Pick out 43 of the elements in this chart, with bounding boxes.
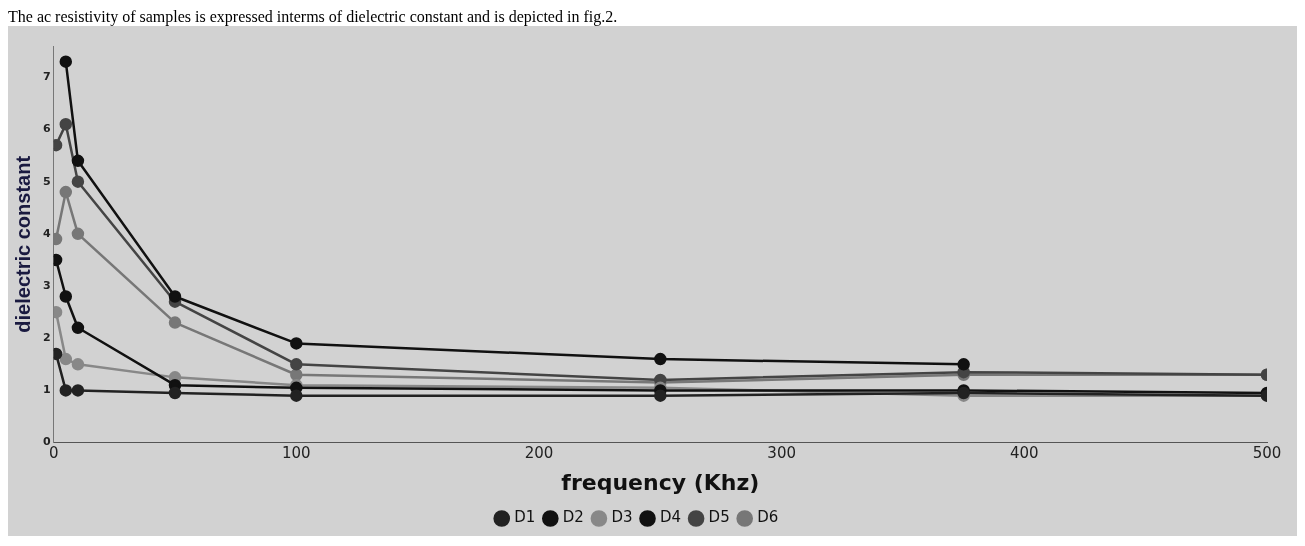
y-tick-label: 5: [43, 174, 51, 188]
y-tick-label: 6: [43, 122, 51, 136]
point: [59, 118, 73, 131]
y-tick-label: 0: [43, 435, 51, 449]
point: [59, 384, 73, 397]
y-tick-label: 2: [43, 331, 51, 345]
point: [59, 290, 73, 303]
point: [168, 316, 182, 329]
point: [290, 358, 303, 371]
legend-label: D4: [660, 508, 682, 527]
point: [59, 352, 73, 366]
x-tick-label: 300: [767, 444, 796, 463]
legend-label: D2: [562, 508, 584, 527]
point: [71, 321, 85, 335]
y-axis-title: dielectric constant: [11, 155, 34, 333]
x-tick-label: 100: [282, 444, 311, 463]
point: [71, 154, 85, 168]
legend-label: D5: [708, 508, 730, 527]
legend-label: D3: [611, 508, 633, 527]
point: [290, 337, 303, 350]
x-axis-title: frequency (Khz): [561, 469, 760, 495]
point: [654, 389, 667, 402]
point: [59, 55, 73, 68]
legend-label: D6: [757, 508, 779, 527]
text: The ac resistivity of samples is expressed interms of dielectric constant and is depicted in fig.2.: [8, 8, 619, 26]
y-tick-label: 7: [43, 70, 51, 84]
point: [957, 358, 970, 371]
x-tick-label: 400: [1010, 444, 1039, 463]
y-tick-label: 1: [43, 383, 51, 397]
point: [71, 358, 85, 371]
point: [654, 352, 667, 366]
legend-label: D1: [514, 508, 536, 527]
point: [168, 290, 182, 303]
point: [71, 175, 85, 188]
y-tick-label: 3: [43, 278, 51, 292]
x-tick-label: 500: [1252, 444, 1282, 463]
point: [290, 389, 303, 402]
point: [71, 384, 85, 397]
point: [71, 227, 85, 241]
y-tick-label: 4: [43, 226, 51, 240]
point: [59, 185, 73, 199]
x-tick-label: 200: [524, 444, 554, 463]
point: [168, 386, 182, 400]
